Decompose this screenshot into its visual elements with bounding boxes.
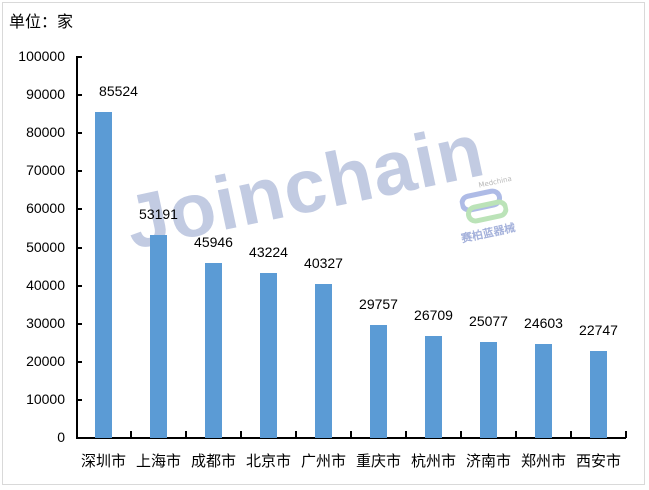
x-tick xyxy=(570,431,572,438)
category-label: 北京市 xyxy=(245,452,291,470)
y-tick-label: 20000 xyxy=(26,352,65,369)
y-tick-label: 30000 xyxy=(26,314,65,331)
value-label: 22747 xyxy=(579,322,618,339)
y-tick-label: 80000 xyxy=(26,124,65,141)
x-tick xyxy=(460,431,462,438)
y-tick-label: 90000 xyxy=(26,86,65,103)
value-label: 43224 xyxy=(249,244,288,261)
value-label: 24603 xyxy=(524,315,563,332)
value-label: 45946 xyxy=(194,233,233,250)
bar xyxy=(480,342,497,438)
y-tick-label: 50000 xyxy=(26,238,65,255)
bar xyxy=(205,262,222,438)
y-tick-label: 40000 xyxy=(26,276,65,293)
category-label: 上海市 xyxy=(135,452,181,470)
medchina-logo-icon xyxy=(459,188,509,224)
x-tick xyxy=(350,431,352,438)
category-label: 西安市 xyxy=(575,452,621,470)
x-tick xyxy=(405,431,407,438)
y-tick-label: 60000 xyxy=(26,200,65,217)
category-label: 深圳市 xyxy=(80,452,126,470)
y-tick xyxy=(76,398,82,401)
medchina-watermark: Medchina 赛柏蓝器械 xyxy=(448,173,531,256)
category-label: 成都市 xyxy=(190,452,236,470)
x-tick xyxy=(295,431,297,438)
value-label: 25077 xyxy=(469,313,508,330)
bar xyxy=(590,351,607,438)
y-tick xyxy=(76,322,82,325)
category-label: 济南市 xyxy=(465,452,511,470)
x-tick xyxy=(240,431,242,438)
y-tick-label: 0 xyxy=(57,429,65,445)
y-tick-label: 70000 xyxy=(26,162,65,179)
category-label: 广州市 xyxy=(300,452,346,470)
category-label: 郑州市 xyxy=(520,452,566,470)
value-label: 85524 xyxy=(99,83,138,100)
x-tick xyxy=(130,431,132,438)
value-label: 53191 xyxy=(139,206,178,223)
bar xyxy=(95,112,112,438)
value-label: 29757 xyxy=(359,295,398,312)
x-tick xyxy=(625,431,627,438)
y-tick xyxy=(76,94,82,97)
category-label: 重庆市 xyxy=(355,452,401,470)
bar xyxy=(315,284,332,438)
y-tick xyxy=(76,437,82,439)
y-tick xyxy=(76,132,82,135)
bar xyxy=(370,324,387,438)
y-tick xyxy=(76,360,82,363)
y-tick-label: 100000 xyxy=(18,48,65,64)
bar xyxy=(150,235,167,438)
y-tick xyxy=(76,56,82,58)
category-label: 杭州市 xyxy=(410,452,456,470)
bar xyxy=(425,336,442,438)
y-tick xyxy=(76,246,82,249)
unit-label: 单位：家 xyxy=(9,12,74,31)
x-axis xyxy=(76,437,626,439)
value-label: 26709 xyxy=(414,307,453,324)
value-label: 40327 xyxy=(304,255,343,272)
y-tick xyxy=(76,208,82,211)
y-tick xyxy=(76,170,82,173)
x-tick xyxy=(515,431,517,438)
x-tick xyxy=(185,431,187,438)
bar xyxy=(260,273,277,438)
bar xyxy=(535,344,552,438)
y-tick xyxy=(76,284,82,287)
y-tick-label: 10000 xyxy=(26,390,65,407)
